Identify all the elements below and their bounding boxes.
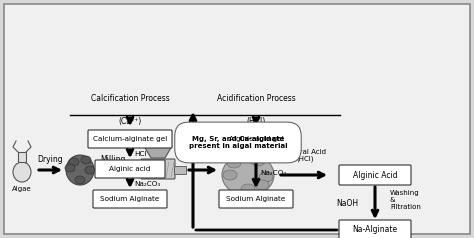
Ellipse shape [66, 155, 94, 185]
FancyBboxPatch shape [93, 190, 167, 208]
Text: Alginic acid gel: Alginic acid gel [228, 136, 283, 142]
Text: Sodium Alginate: Sodium Alginate [226, 196, 286, 202]
FancyBboxPatch shape [95, 160, 165, 178]
FancyBboxPatch shape [4, 4, 470, 234]
Ellipse shape [251, 156, 265, 166]
Text: Na₂CO₃: Na₂CO₃ [260, 170, 286, 176]
Text: Calcification Process: Calcification Process [91, 94, 169, 103]
FancyBboxPatch shape [88, 130, 172, 148]
FancyBboxPatch shape [219, 130, 293, 148]
Ellipse shape [223, 170, 237, 180]
Text: NaOH: NaOH [336, 198, 358, 208]
Text: (HCl): (HCl) [246, 117, 265, 126]
FancyBboxPatch shape [141, 159, 175, 179]
Text: Acidification Process: Acidification Process [217, 94, 295, 103]
Text: Calcium-alginate gel: Calcium-alginate gel [93, 136, 167, 142]
FancyBboxPatch shape [339, 165, 411, 185]
Ellipse shape [259, 172, 273, 182]
Ellipse shape [75, 176, 85, 184]
Ellipse shape [85, 166, 95, 174]
Polygon shape [144, 146, 172, 158]
Text: HCl: HCl [134, 151, 146, 157]
Ellipse shape [255, 180, 269, 190]
Text: Sodium Alginate: Sodium Alginate [100, 196, 160, 202]
Text: Alginic Acid: Alginic Acid [353, 170, 397, 179]
Text: Na₂CO₃: Na₂CO₃ [134, 181, 160, 187]
FancyBboxPatch shape [339, 220, 411, 238]
Text: Drying: Drying [37, 155, 63, 164]
Ellipse shape [65, 164, 75, 172]
Ellipse shape [241, 184, 255, 194]
Text: Washing
&
Filtration: Washing & Filtration [390, 190, 421, 210]
FancyBboxPatch shape [18, 152, 26, 162]
Text: Alginic acid: Alginic acid [109, 166, 151, 172]
Text: Algae: Algae [12, 186, 32, 192]
FancyBboxPatch shape [219, 190, 293, 208]
Text: Milling: Milling [100, 155, 126, 164]
FancyBboxPatch shape [174, 166, 186, 174]
Text: Mineral Acid
(HCl): Mineral Acid (HCl) [283, 149, 327, 162]
Ellipse shape [13, 162, 31, 182]
Ellipse shape [227, 158, 241, 168]
Text: Mg, Sr, and Ca-alginate
present in algal material: Mg, Sr, and Ca-alginate present in algal… [189, 136, 287, 149]
Text: (Ca²⁺): (Ca²⁺) [118, 117, 142, 126]
Ellipse shape [222, 154, 274, 196]
Ellipse shape [81, 156, 91, 164]
Text: Na-Alginate: Na-Alginate [353, 225, 398, 234]
Ellipse shape [69, 158, 79, 166]
